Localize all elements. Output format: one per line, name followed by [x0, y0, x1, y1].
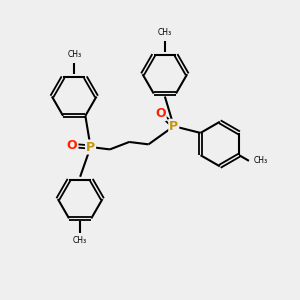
Text: P: P — [86, 140, 95, 154]
Text: O: O — [67, 139, 77, 152]
Text: P: P — [169, 120, 178, 133]
Text: CH₃: CH₃ — [254, 156, 268, 165]
Text: CH₃: CH₃ — [67, 50, 81, 59]
Text: O: O — [155, 107, 166, 120]
Text: CH₃: CH₃ — [73, 236, 87, 245]
Text: CH₃: CH₃ — [158, 28, 172, 37]
